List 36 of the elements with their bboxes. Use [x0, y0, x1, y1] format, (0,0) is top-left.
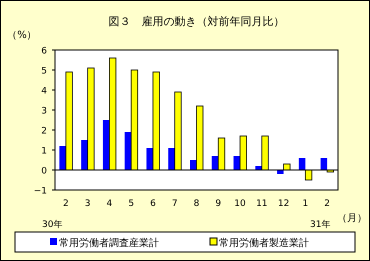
x-tick-label: 9 [215, 199, 222, 209]
x-tick-label: 11 [256, 199, 268, 209]
x-tick-label: 12 [278, 199, 290, 209]
y-tick-label: 5 [41, 66, 47, 76]
x-tick-label: 4 [106, 199, 113, 209]
chart-title: 図３ 雇用の動き（対前年同月比） [108, 15, 284, 28]
x-tick-label: 8 [194, 199, 200, 209]
y-tick-label: 0 [41, 166, 48, 176]
bar [298, 158, 306, 170]
y-axis-title: （%） [7, 30, 37, 41]
bar [168, 148, 175, 170]
y-tick-label: 4 [41, 86, 48, 96]
bar [81, 140, 88, 170]
y-tick-label: −1 [34, 186, 47, 196]
y-tick-label: 2 [41, 126, 47, 136]
text: 30年 [42, 219, 62, 230]
text: 31年 [310, 219, 330, 230]
x-axis-title: （月） [337, 213, 367, 224]
x-tick-label: 2 [63, 199, 69, 209]
y-tick-label: 1 [41, 146, 47, 156]
y-tick-label: 3 [41, 106, 47, 116]
x-tick-label: 2 [324, 199, 330, 209]
x-tick-label: 5 [128, 199, 134, 209]
y-tick-label: 6 [41, 46, 48, 56]
x-tick-label: 7 [172, 199, 178, 209]
bar [59, 146, 66, 170]
x-tick-label: 10 [234, 199, 246, 209]
bar [146, 148, 153, 170]
x-tick-label: 6 [150, 199, 156, 209]
x-tick-label: 3 [84, 199, 91, 209]
x-tick-label: 1 [302, 199, 308, 209]
bar [320, 158, 328, 170]
bar [102, 120, 110, 170]
legend-label: 常用労働者製造業計 [219, 237, 309, 249]
bar [124, 132, 132, 170]
legend-label: 常用労働者調査産業計 [59, 237, 159, 249]
